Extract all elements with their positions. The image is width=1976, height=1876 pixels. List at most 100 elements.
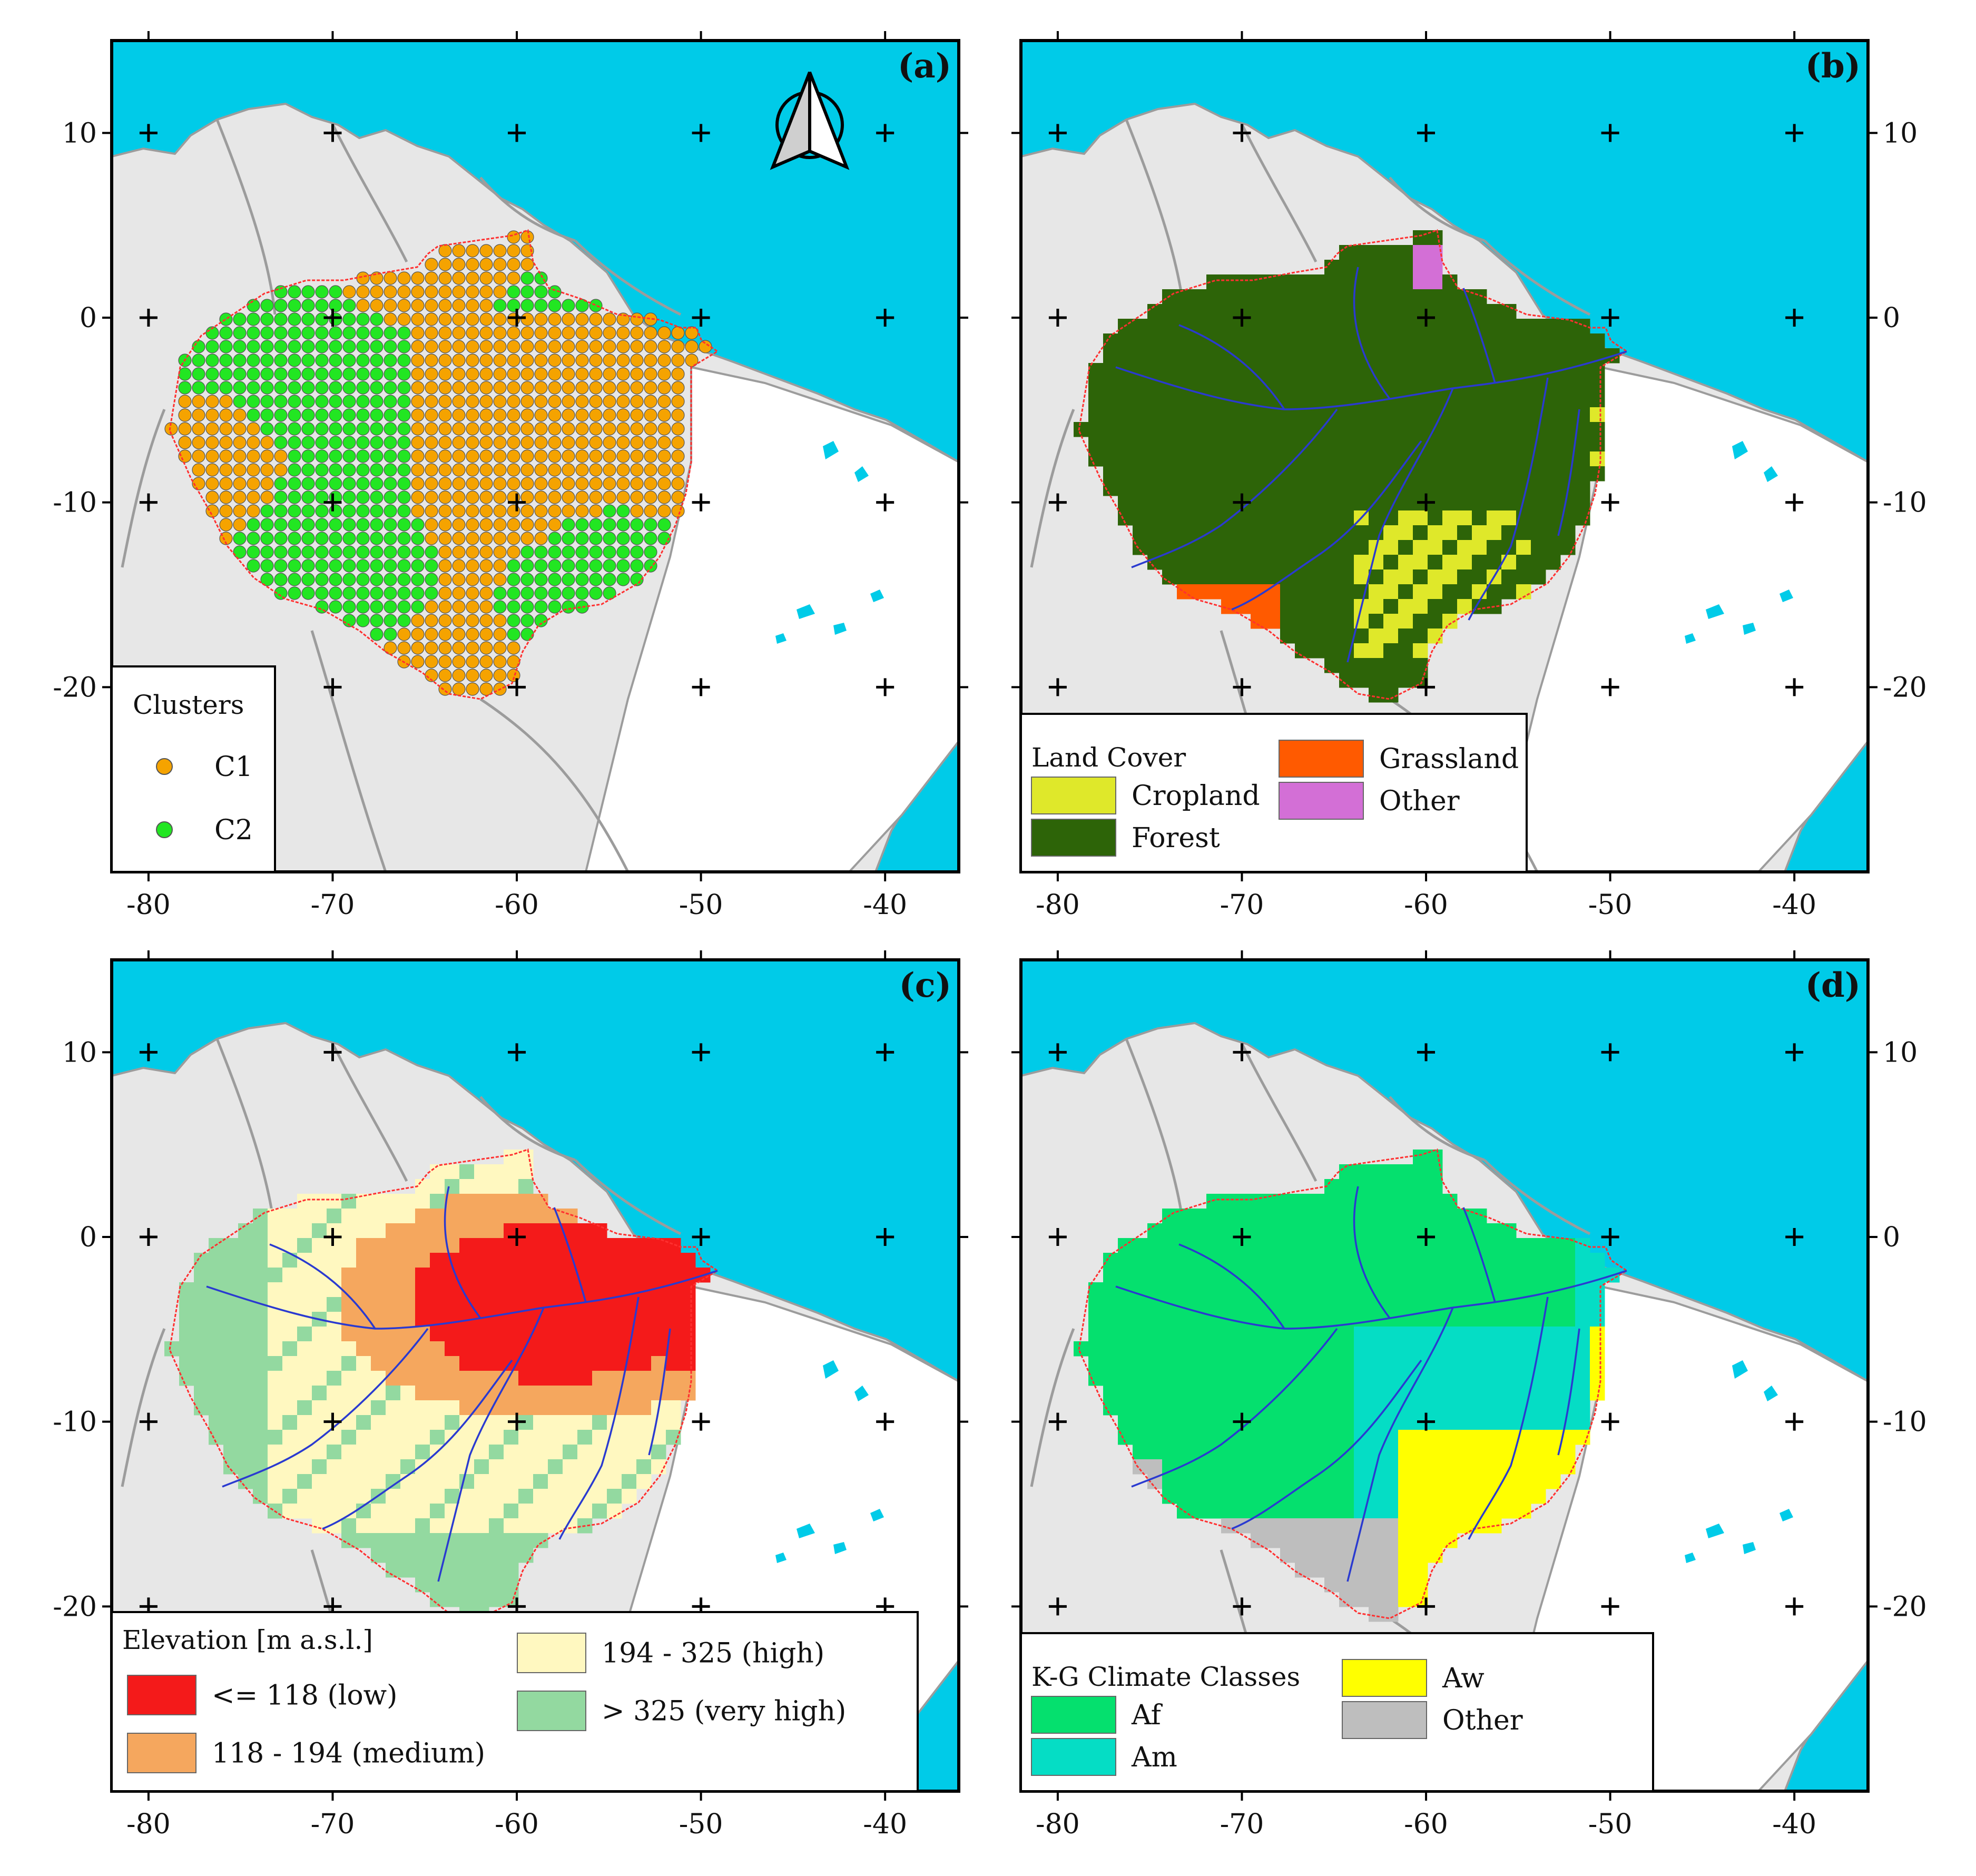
cluster-point	[301, 285, 315, 299]
basin-cell	[400, 1194, 416, 1209]
cluster-point	[466, 395, 479, 408]
basin-cell	[1472, 1459, 1487, 1475]
cluster-point	[425, 586, 438, 600]
cluster-point	[534, 614, 548, 627]
cluster-point	[534, 545, 548, 559]
cluster-point	[479, 627, 493, 641]
cluster-point	[342, 312, 356, 326]
cluster-point	[520, 545, 534, 559]
cluster-point	[205, 436, 219, 449]
basin-cell	[312, 1474, 327, 1489]
basin-cell	[238, 1386, 253, 1401]
basin-cell	[548, 1415, 563, 1430]
cluster-point	[384, 299, 397, 312]
basin-cell	[1236, 466, 1251, 482]
basin-cell	[194, 1386, 209, 1401]
basin-cell	[607, 1474, 622, 1489]
cluster-point	[589, 408, 603, 422]
basin-cell	[1221, 1238, 1236, 1253]
basin-cell	[607, 1282, 622, 1298]
basin-cell	[1383, 1518, 1399, 1534]
cluster-point	[356, 299, 370, 312]
cluster-point	[616, 573, 630, 586]
basin-cell	[1413, 643, 1428, 659]
cluster-point	[342, 299, 356, 312]
cluster-point	[370, 504, 384, 518]
cluster-point	[603, 367, 616, 381]
basin-cell	[1221, 333, 1236, 349]
cluster-point	[274, 545, 288, 559]
basin-cell	[1457, 510, 1472, 526]
basin-cell	[1251, 1223, 1266, 1239]
basin-cell	[1177, 319, 1192, 334]
basin-cell	[386, 1548, 401, 1563]
cluster-point	[329, 559, 342, 573]
basin-cell	[1413, 363, 1428, 378]
basin-cell	[1457, 319, 1472, 334]
basin-cell	[1354, 1386, 1369, 1401]
basin-cell	[1339, 466, 1354, 482]
basin-cell	[1472, 466, 1487, 482]
basin-cell	[1324, 584, 1340, 600]
cluster-point	[548, 586, 562, 600]
basin-cell	[1295, 1489, 1310, 1504]
basin-cell	[1236, 1474, 1251, 1489]
basin-cell	[1103, 1312, 1118, 1327]
basin-cell	[430, 1238, 445, 1253]
cluster-point	[452, 477, 466, 490]
brazil-east-land	[584, 366, 959, 872]
basin-cell	[356, 1268, 371, 1283]
cluster-point	[384, 271, 397, 285]
legend-swatch	[1342, 1701, 1427, 1739]
basin-cell	[1428, 525, 1443, 541]
basin-cell	[1339, 1577, 1354, 1593]
basin-cell	[1265, 555, 1281, 570]
basin-cell	[1369, 525, 1384, 541]
basin-cell	[1546, 1356, 1561, 1371]
basin-cell	[400, 1209, 416, 1224]
basin-cell	[1251, 496, 1266, 511]
basin-cell	[1516, 481, 1531, 496]
basin-cell	[430, 1179, 445, 1194]
basin-cell	[297, 1504, 312, 1519]
cluster-point	[301, 545, 315, 559]
cluster-point	[520, 312, 534, 326]
basin-cell	[1516, 333, 1531, 349]
basin-cell	[474, 1194, 489, 1209]
cluster-point	[589, 449, 603, 463]
cluster-point	[671, 381, 685, 395]
cluster-point	[616, 326, 630, 340]
cluster-point	[329, 545, 342, 559]
cluster-point	[493, 600, 507, 614]
cluster-point	[288, 559, 301, 573]
basin-cell	[253, 1356, 268, 1371]
basin-cell	[1251, 1282, 1266, 1298]
basin-cell	[1221, 1400, 1236, 1416]
cluster-point	[301, 381, 315, 395]
basin-cell	[1295, 1268, 1310, 1283]
basin-cell	[1383, 245, 1399, 260]
basin-cell	[1324, 1504, 1340, 1519]
basin-cell	[400, 1533, 416, 1548]
cluster-point	[466, 532, 479, 545]
basin-cell	[563, 1415, 578, 1430]
basin-cell	[592, 1504, 607, 1519]
basin-cell	[1295, 1518, 1310, 1534]
basin-cell	[282, 1415, 298, 1430]
basin-cell	[1442, 1194, 1458, 1209]
cluster-point	[493, 559, 507, 573]
basin-cell	[1324, 1356, 1340, 1371]
basin-cell	[327, 1430, 342, 1445]
basin-cell	[1354, 304, 1369, 319]
basin-cell	[1177, 333, 1192, 349]
cluster-point	[288, 436, 301, 449]
basin-cell	[1457, 407, 1472, 423]
cluster-point	[205, 408, 219, 422]
basin-cell	[592, 1238, 607, 1253]
basin-cell	[607, 1327, 622, 1342]
x-tick-label: -60	[495, 889, 539, 921]
cluster-point	[644, 518, 657, 532]
cluster-point	[589, 586, 603, 600]
basin-cell	[1103, 1386, 1118, 1401]
cluster-point	[493, 490, 507, 504]
